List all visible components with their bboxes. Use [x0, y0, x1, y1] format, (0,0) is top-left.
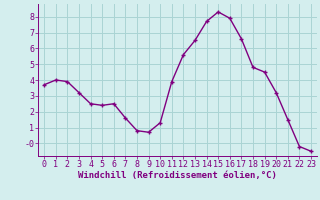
X-axis label: Windchill (Refroidissement éolien,°C): Windchill (Refroidissement éolien,°C) — [78, 171, 277, 180]
